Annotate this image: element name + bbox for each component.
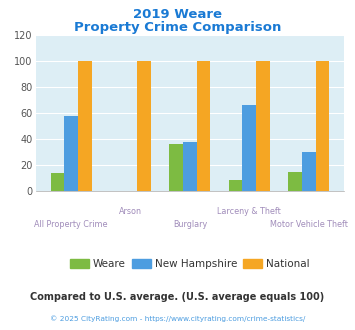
Bar — [51, 173, 64, 191]
Bar — [169, 145, 183, 191]
Bar — [242, 105, 256, 191]
Bar — [183, 142, 197, 191]
Bar — [78, 61, 92, 191]
Bar — [229, 180, 242, 191]
Bar — [256, 61, 270, 191]
Bar — [197, 61, 211, 191]
Text: © 2025 CityRating.com - https://www.cityrating.com/crime-statistics/: © 2025 CityRating.com - https://www.city… — [50, 315, 305, 322]
Text: 2019 Weare: 2019 Weare — [133, 8, 222, 21]
Text: Arson: Arson — [119, 207, 142, 216]
Text: Motor Vehicle Theft: Motor Vehicle Theft — [270, 220, 348, 229]
Text: Larceny & Theft: Larceny & Theft — [218, 207, 281, 216]
Text: Burglary: Burglary — [173, 220, 207, 229]
Text: Compared to U.S. average. (U.S. average equals 100): Compared to U.S. average. (U.S. average … — [31, 292, 324, 302]
Bar — [302, 152, 316, 191]
Bar — [316, 61, 329, 191]
Text: All Property Crime: All Property Crime — [34, 220, 108, 229]
Text: Property Crime Comparison: Property Crime Comparison — [74, 21, 281, 34]
Bar — [137, 61, 151, 191]
Bar — [288, 172, 302, 191]
Legend: Weare, New Hampshire, National: Weare, New Hampshire, National — [66, 255, 314, 273]
Bar — [64, 115, 78, 191]
